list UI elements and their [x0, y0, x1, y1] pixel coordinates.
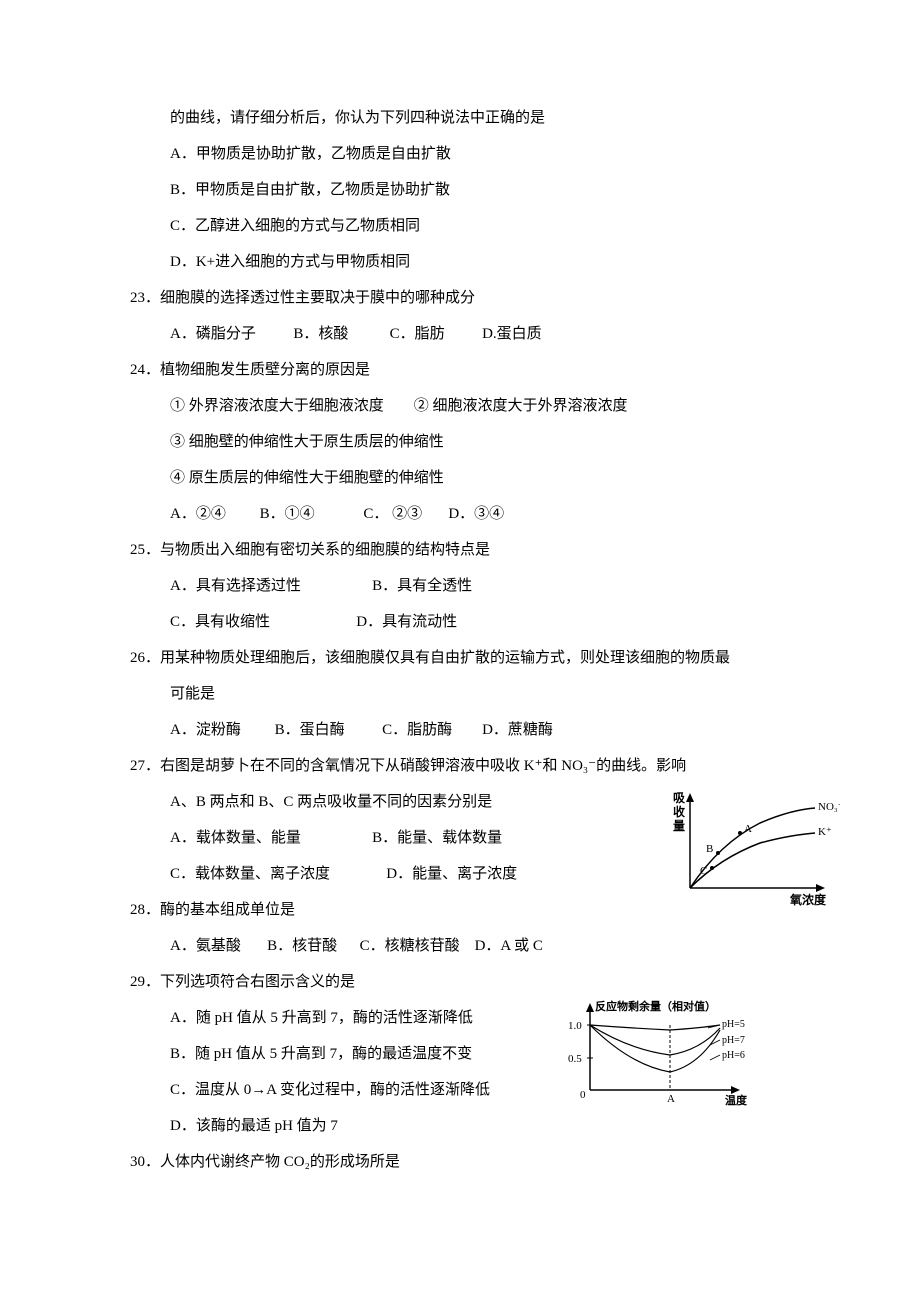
- q24-options: A．②④ B．①④ C． ②③ D．③④: [130, 496, 800, 532]
- q22-option-b: B．甲物质是自由扩散，乙物质是协助扩散: [130, 172, 800, 208]
- q26-options: A．淀粉酶 B．蛋白酶 C．脂肪酶 D．蔗糖酶: [130, 712, 800, 748]
- q23-options: A．磷脂分子 B．核酸 C．脂肪 D.蛋白质: [130, 316, 800, 352]
- q27-point-a: A: [744, 823, 752, 835]
- q29-xtick-a: A: [667, 1093, 675, 1105]
- q27-series-k: K⁺: [818, 826, 832, 838]
- q25-stem: 25．与物质出入细胞有密切关系的细胞膜的结构特点是: [130, 532, 800, 568]
- exam-page: 的曲线，请仔细分析后，你认为下列四种说法中正确的是 A．甲物质是协助扩散，乙物质…: [130, 100, 800, 1180]
- q29-ytick-0: 0: [580, 1089, 586, 1101]
- q28-options: A．氨基酸 B．核苷酸 C．核糖核苷酸 D．A 或 C: [130, 928, 800, 964]
- q27-xlabel: 氧浓度: [789, 892, 827, 907]
- q25-options-ab: A．具有选择透过性 B．具有全透性: [130, 568, 800, 604]
- q27-ylabel-3: 量: [673, 819, 685, 833]
- q24-line2: ③ 细胞壁的伸缩性大于原生质层的伸缩性: [130, 424, 800, 460]
- q23-stem: 23．细胞膜的选择透过性主要取决于膜中的哪种成分: [130, 280, 800, 316]
- q24-line1: ① 外界溶液浓度大于细胞液浓度 ② 细胞液浓度大于外界溶液浓度: [130, 388, 800, 424]
- q30-stem: 30．人体内代谢终产物 CO₂的形成场所是: [130, 1144, 800, 1180]
- q27-point-c: C: [700, 865, 707, 877]
- q27-point-b: B: [706, 843, 713, 855]
- q27-series-no3: NO₃⁻: [818, 801, 840, 813]
- q27-stem: 27．右图是胡萝卜在不同的含氧情况下从硝酸钾溶液中吸收 K⁺和 NO₃⁻的曲线。…: [130, 748, 800, 784]
- q29-figure: 1.0 0.5 0 A 反应物剩余量（相对值） 温度 pH=5 pH=7 pH=…: [560, 1000, 760, 1124]
- q29-xlabel: 温度: [725, 1093, 748, 1107]
- q29-stem: 29．下列选项符合右图示含义的是: [130, 964, 800, 1000]
- q24-stem: 24．植物细胞发生质壁分离的原因是: [130, 352, 800, 388]
- q22-continued-stem: 的曲线，请仔细分析后，你认为下列四种说法中正确的是: [130, 100, 800, 136]
- q22-option-a: A．甲物质是协助扩散，乙物质是自由扩散: [130, 136, 800, 172]
- q29-ylabel: 反应物剩余量（相对值）: [595, 1000, 716, 1013]
- q29-chart-svg: 1.0 0.5 0 A 反应物剩余量（相对值） 温度 pH=5 pH=7 pH=…: [560, 1000, 760, 1110]
- q27-figure: A B C NO₃⁻ K⁺ 吸 收 量 氧浓度: [670, 788, 840, 922]
- q29-series-ph6: pH=6: [722, 1050, 745, 1061]
- q26-stem: 26．用某种物质处理细胞后，该细胞膜仅具有自由扩散的运输方式，则处理该细胞的物质…: [130, 640, 800, 676]
- q24-line3: ④ 原生质层的伸缩性大于细胞壁的伸缩性: [130, 460, 800, 496]
- q29-series-ph5: pH=5: [722, 1019, 745, 1030]
- q22-option-d: D．K+进入细胞的方式与甲物质相同: [130, 244, 800, 280]
- q29-ytick-1: 1.0: [568, 1020, 582, 1032]
- q26-stem2: 可能是: [130, 676, 800, 712]
- q22-option-c: C．乙醇进入细胞的方式与乙物质相同: [130, 208, 800, 244]
- q25-options-cd: C．具有收缩性 D．具有流动性: [130, 604, 800, 640]
- q29-series-ph7: pH=7: [722, 1035, 745, 1046]
- q29-ytick-05: 0.5: [568, 1053, 582, 1065]
- q27-ylabel-2: 收: [673, 804, 685, 819]
- q27-chart-svg: A B C NO₃⁻ K⁺ 吸 收 量 氧浓度: [670, 788, 840, 908]
- q27-ylabel-1: 吸: [673, 791, 686, 805]
